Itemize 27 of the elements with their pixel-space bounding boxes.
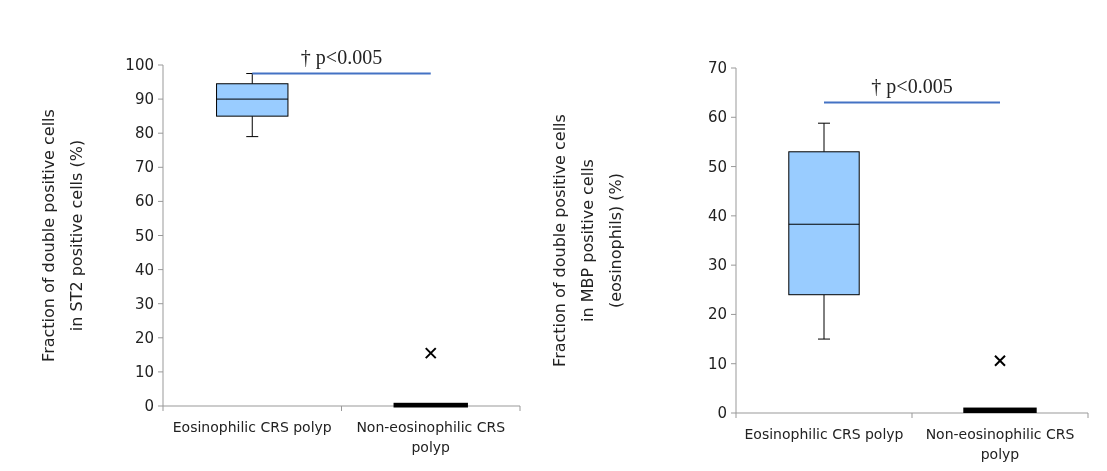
x-tick-label: Eosinophilic CRS polyp xyxy=(744,426,904,442)
y-tick-label: 70 xyxy=(707,59,727,77)
y-tick-label: 30 xyxy=(707,256,727,275)
y-tick-label: 10 xyxy=(707,354,727,373)
y-tick-label: 50 xyxy=(707,157,727,176)
ref-line-label: † p<0.005 xyxy=(300,45,383,69)
y-tick-label: 100 xyxy=(125,56,154,74)
y-tick-label: 0 xyxy=(717,404,727,422)
y-axis-title: Fraction of double positive cells in MBP positive cells (eosinophils) (%) xyxy=(550,114,625,367)
y-tick-label: 90 xyxy=(134,90,154,109)
y-tick-label: 30 xyxy=(134,294,154,313)
x-tick-label: Non-eosinophilic CRS polyp xyxy=(925,426,1075,462)
x-tick-label: Eosinophilic CRS polyp xyxy=(172,419,332,435)
y-tick-label: 10 xyxy=(134,362,154,381)
y-tick-label: 80 xyxy=(134,124,154,143)
y-tick-label: 40 xyxy=(707,206,727,225)
y-tick-label: 40 xyxy=(134,260,154,279)
y-axis-title: Fraction of double positive cells in ST2 positive cells (%) xyxy=(39,109,86,362)
y-tick-label: 50 xyxy=(134,226,154,245)
y-tick-label: 0 xyxy=(144,397,154,415)
y-tick-label: 20 xyxy=(134,328,154,347)
ref-line-label: † p<0.005 xyxy=(871,74,953,98)
y-tick-label: 70 xyxy=(134,158,154,177)
y-tick-label: 60 xyxy=(707,108,727,127)
x-tick-label: Non-eosinophilic CRS polyp xyxy=(356,419,506,455)
y-tick-label: 20 xyxy=(707,305,727,324)
y-tick-label: 60 xyxy=(134,192,154,211)
